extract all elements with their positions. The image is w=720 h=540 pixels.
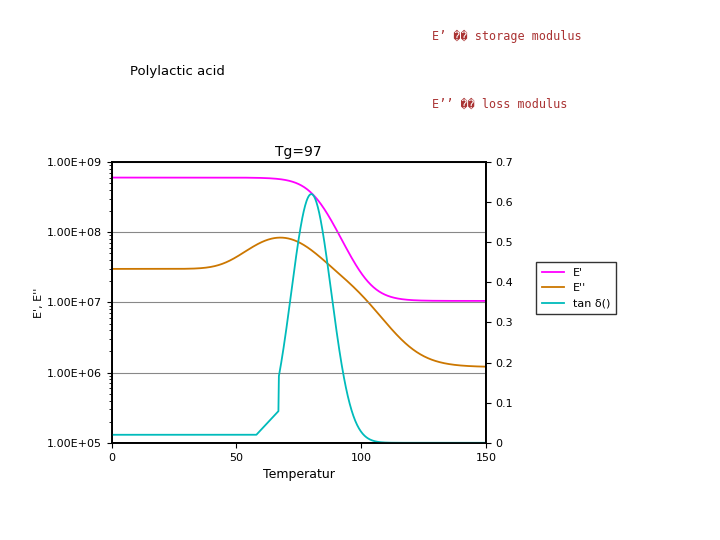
Line: E': E': [112, 178, 486, 301]
E'': [346, 281, 355, 287]
tan δ(): [392, 440, 400, 446]
Line: tan δ(): tan δ(): [112, 194, 486, 443]
tan δ(): [430, 440, 438, 446]
E': [430, 298, 438, 304]
E'': [430, 357, 438, 364]
E': [482, 298, 490, 304]
Text: E’’ �� loss modulus: E’’ �� loss modulus: [432, 97, 567, 110]
E': [325, 213, 333, 220]
E'': [482, 363, 490, 370]
E': [346, 252, 354, 258]
tan δ(): [335, 347, 343, 353]
tan δ(): [130, 431, 139, 438]
tan δ(): [307, 191, 315, 197]
E': [130, 174, 139, 181]
Bar: [112, 162, 486, 443]
E'': [276, 234, 284, 241]
X-axis label: Temperatur: Temperatur: [263, 468, 335, 481]
tan δ(): [482, 440, 490, 446]
E'': [392, 330, 400, 337]
E'': [325, 262, 334, 268]
E'': [130, 266, 139, 272]
Line: E'': E'': [112, 238, 486, 367]
E'': [107, 266, 116, 272]
E'': [335, 271, 343, 277]
tan δ(): [346, 404, 355, 410]
E': [391, 295, 400, 301]
Title: Tg=97: Tg=97: [276, 145, 322, 159]
E': [107, 174, 116, 181]
tan δ(): [325, 275, 334, 282]
Text: E’ �� storage modulus: E’ �� storage modulus: [432, 30, 582, 43]
Legend: E', E'', tan δ(): E', E'', tan δ(): [536, 262, 616, 314]
tan δ(): [107, 431, 116, 438]
Text: Polylactic acid: Polylactic acid: [130, 65, 225, 78]
Y-axis label: E', E'': E', E'': [34, 287, 44, 318]
E': [335, 231, 343, 238]
